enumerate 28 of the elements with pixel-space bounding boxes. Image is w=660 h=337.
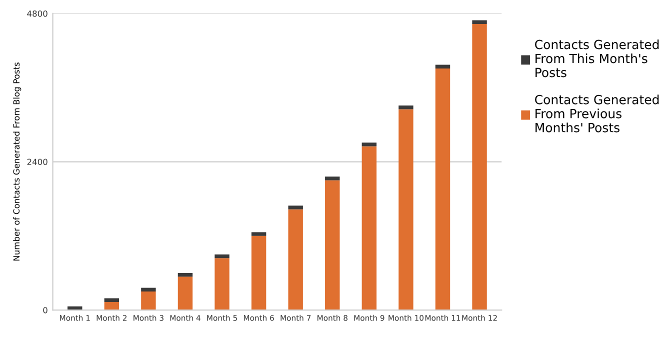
y-tick-label: 0	[43, 307, 48, 314]
bar	[472, 24, 487, 310]
legend-label: Contacts Generated From This Month's Posts	[535, 40, 659, 78]
bar	[288, 206, 303, 210]
bar	[288, 209, 303, 310]
y-tick-label: 4800	[27, 10, 48, 17]
bar	[251, 232, 266, 236]
bar	[141, 292, 156, 310]
bar	[178, 276, 193, 310]
bar	[104, 298, 120, 302]
bar	[472, 20, 487, 24]
bar	[435, 64, 450, 68]
bar	[325, 180, 340, 310]
bar	[214, 254, 230, 258]
bar	[178, 272, 193, 277]
bar	[362, 146, 377, 310]
y-axis-title: Number of Contacts Generated From Blog Posts	[13, 62, 22, 261]
bar	[362, 142, 377, 146]
bar	[141, 288, 156, 292]
bar	[251, 236, 266, 310]
y-tick-label: 2400	[27, 158, 48, 166]
bar	[435, 68, 450, 310]
legend-label: Contacts Generated From Previous Months' Posts	[535, 94, 659, 132]
bar	[214, 258, 230, 310]
bar	[398, 106, 414, 110]
bar	[325, 176, 340, 180]
bar	[398, 109, 414, 310]
bar	[104, 302, 120, 310]
